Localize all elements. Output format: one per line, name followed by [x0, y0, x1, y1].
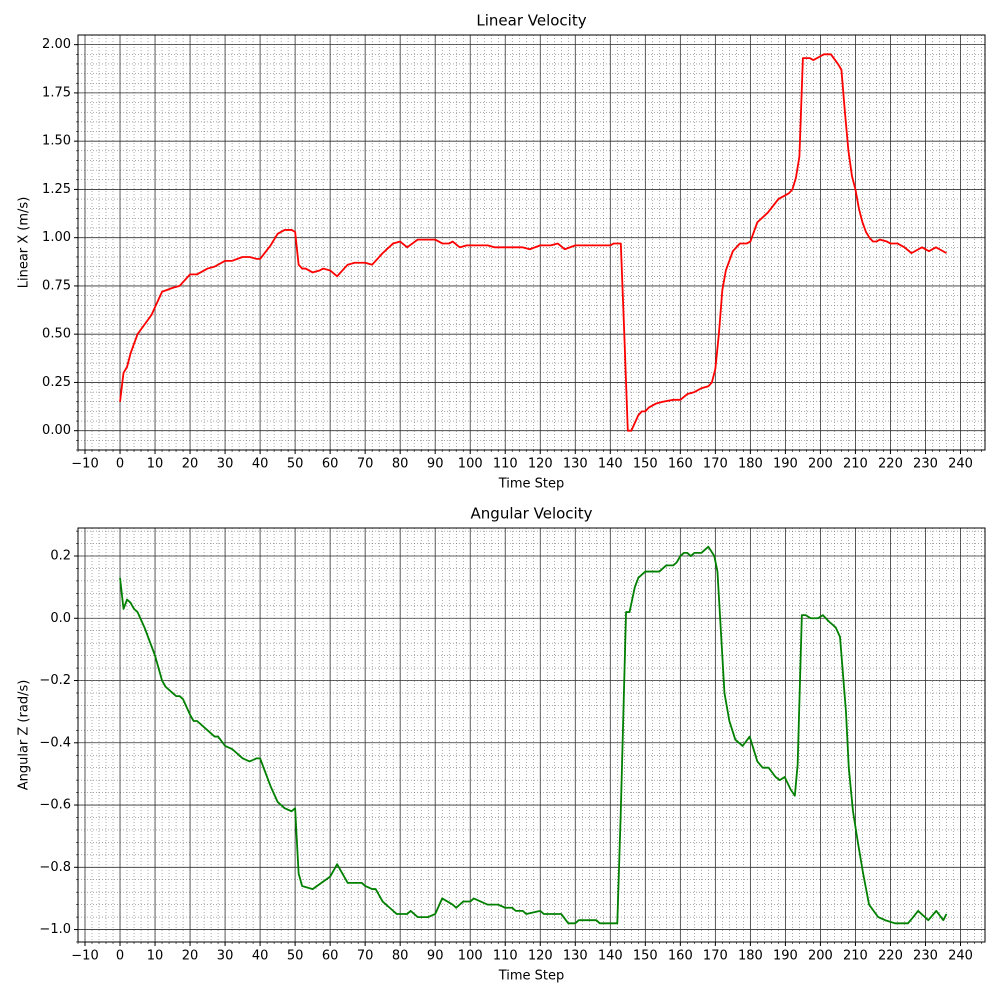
y-tick-label: −0.8: [39, 860, 71, 875]
x-tick-label: 180: [738, 457, 763, 472]
y-tick-label: 0.75: [42, 278, 71, 293]
x-tick-label: −10: [71, 457, 98, 472]
x-tick-label: 150: [633, 949, 658, 964]
x-tick-label: 0: [116, 949, 124, 964]
y-tick-label: 2.00: [42, 37, 71, 52]
y-tick-label: 0.2: [50, 549, 71, 564]
y-tick-label: −0.6: [39, 798, 71, 813]
x-tick-label: 240: [948, 457, 973, 472]
x-tick-label: 160: [668, 457, 693, 472]
x-tick-label: 70: [357, 457, 374, 472]
x-tick-label: 130: [563, 457, 588, 472]
x-tick-label: 40: [252, 949, 269, 964]
x-tick-label: 40: [252, 457, 269, 472]
x-tick-label: 80: [392, 457, 409, 472]
x-tick-label: 90: [427, 949, 444, 964]
x-tick-label: 10: [147, 949, 164, 964]
data-line: [119, 53, 947, 432]
y-tick-label: 0.25: [42, 375, 71, 390]
x-tick-label: 220: [878, 949, 903, 964]
x-tick-label: 240: [948, 949, 973, 964]
y-tick-label: 0.00: [42, 423, 71, 438]
plot-frame: [77, 527, 986, 943]
y-tick-label: 0.0: [50, 611, 71, 626]
x-tick-label: 100: [458, 457, 483, 472]
y-tick-label: 1.25: [42, 182, 71, 197]
chart-title: Angular Velocity: [471, 505, 593, 523]
x-tick-label: 160: [668, 949, 693, 964]
x-tick-label: 60: [322, 949, 339, 964]
x-tick-label: 120: [528, 457, 553, 472]
x-tick-label: 210: [843, 949, 868, 964]
x-tick-label: 130: [563, 949, 588, 964]
y-axis-label: Linear X (m/s): [17, 197, 32, 289]
x-tick-label: 10: [147, 457, 164, 472]
x-tick-label: 220: [878, 457, 903, 472]
x-tick-label: 210: [843, 457, 868, 472]
x-axis-label: Time Step: [498, 969, 565, 984]
x-tick-label: 170: [703, 949, 728, 964]
x-tick-label: 0: [116, 457, 124, 472]
y-tick-label: 1.00: [42, 230, 71, 245]
x-tick-label: 100: [458, 949, 483, 964]
x-tick-label: 140: [598, 949, 623, 964]
x-axis-label: Time Step: [498, 477, 565, 492]
y-tick-label: 1.50: [42, 134, 71, 149]
x-tick-label: 70: [357, 949, 374, 964]
x-tick-label: 20: [182, 949, 199, 964]
y-tick-label: −0.2: [39, 673, 71, 688]
plot-frame: [77, 34, 986, 451]
x-tick-label: 190: [773, 949, 798, 964]
x-tick-label: 190: [773, 457, 798, 472]
x-tick-label: 50: [287, 949, 304, 964]
chart-title: Linear Velocity: [476, 12, 586, 30]
x-tick-label: 90: [427, 457, 444, 472]
y-tick-label: 0.50: [42, 327, 71, 342]
x-tick-label: 200: [808, 457, 833, 472]
x-tick-label: 140: [598, 457, 623, 472]
x-tick-label: 30: [217, 949, 234, 964]
y-tick-label: −1.0: [39, 922, 71, 937]
x-tick-label: 150: [633, 457, 658, 472]
x-tick-label: 200: [808, 949, 833, 964]
x-tick-label: 230: [913, 457, 938, 472]
x-tick-label: 110: [493, 949, 518, 964]
x-tick-label: −10: [71, 949, 98, 964]
x-tick-label: 170: [703, 457, 728, 472]
x-tick-label: 120: [528, 949, 553, 964]
x-tick-label: 30: [217, 457, 234, 472]
y-axis-label: Angular Z (rad/s): [17, 680, 32, 791]
x-tick-label: 50: [287, 457, 304, 472]
y-tick-label: −0.4: [39, 735, 71, 750]
x-tick-label: 20: [182, 457, 199, 472]
x-tick-label: 80: [392, 949, 409, 964]
x-tick-label: 110: [493, 457, 518, 472]
data-line: [119, 545, 948, 925]
x-tick-label: 230: [913, 949, 938, 964]
x-tick-label: 180: [738, 949, 763, 964]
x-tick-label: 60: [322, 457, 339, 472]
y-tick-label: 1.75: [42, 85, 71, 100]
